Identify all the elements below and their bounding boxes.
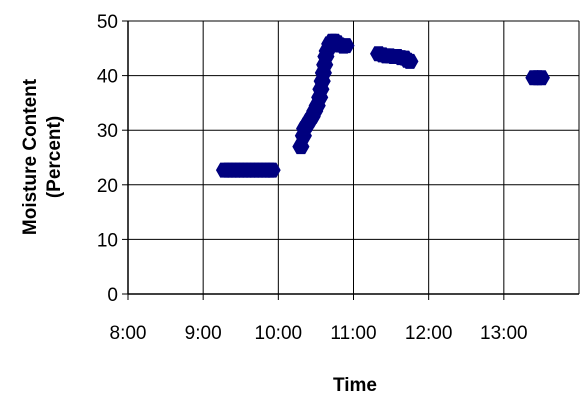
x-tick-label: 10:00 xyxy=(255,323,303,344)
x-tick-label: 12:00 xyxy=(405,323,453,344)
data-point xyxy=(401,53,419,69)
tick-labels: 0 10 20 30 40 50 8:00 9:00 10:00 11:00 12:00 13:00 xyxy=(97,12,528,344)
data-point xyxy=(337,38,355,54)
y-tick-label: 30 xyxy=(97,121,118,142)
data-points xyxy=(215,33,550,178)
x-axis-title: Time xyxy=(333,375,377,396)
y-axis-title-line-1: Moisture Content xyxy=(20,78,41,235)
x-tick-label: 8:00 xyxy=(110,323,147,344)
y-tick-label: 50 xyxy=(97,12,118,33)
x-tick-label: 9:00 xyxy=(185,323,222,344)
x-tick-label: 11:00 xyxy=(330,323,376,344)
y-tick-label: 10 xyxy=(97,230,118,251)
y-axis-title-line-2: (Percent) xyxy=(44,116,65,198)
y-tick-label: 20 xyxy=(97,176,118,197)
y-tick-label: 40 xyxy=(97,67,118,88)
axes xyxy=(122,20,579,300)
y-tick-label: 0 xyxy=(107,285,118,306)
gridlines xyxy=(128,20,580,294)
data-point xyxy=(532,70,550,86)
data-point xyxy=(263,162,281,178)
x-tick-label: 13:00 xyxy=(480,323,528,344)
